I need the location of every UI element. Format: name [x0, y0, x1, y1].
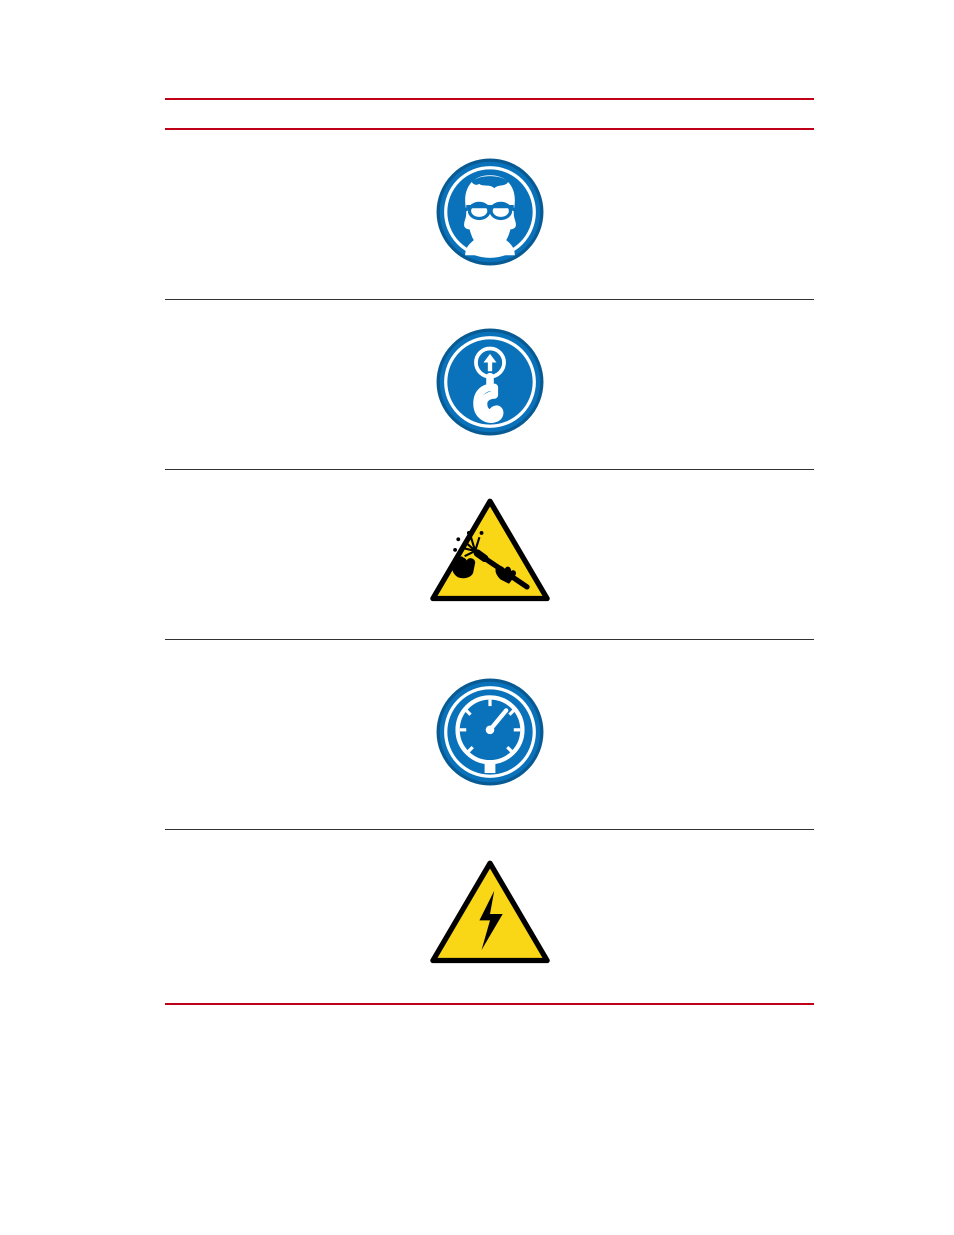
- document-page: [0, 0, 954, 1235]
- table-row: [165, 639, 814, 829]
- header-cell-symbol: [165, 99, 814, 129]
- pressure-gauge-icon: [436, 678, 544, 786]
- pressurized-spray-icon: [425, 497, 555, 607]
- table-row: [165, 469, 814, 639]
- icon-cell: [165, 829, 814, 1004]
- icon-cell: [165, 299, 814, 469]
- header-row: [165, 99, 814, 129]
- table-header: [165, 99, 814, 129]
- table-body: [165, 129, 814, 1004]
- table-row: [165, 829, 814, 1004]
- icon-cell: [165, 639, 814, 829]
- table-row: [165, 299, 814, 469]
- safety-glasses-icon: [436, 158, 544, 266]
- electrical-voltage-icon: [425, 859, 555, 969]
- icon-cell: [165, 469, 814, 639]
- safety-symbols-table: [165, 98, 814, 1005]
- table-row: [165, 129, 814, 299]
- icon-cell: [165, 129, 814, 299]
- lifting-point-icon: [436, 328, 544, 436]
